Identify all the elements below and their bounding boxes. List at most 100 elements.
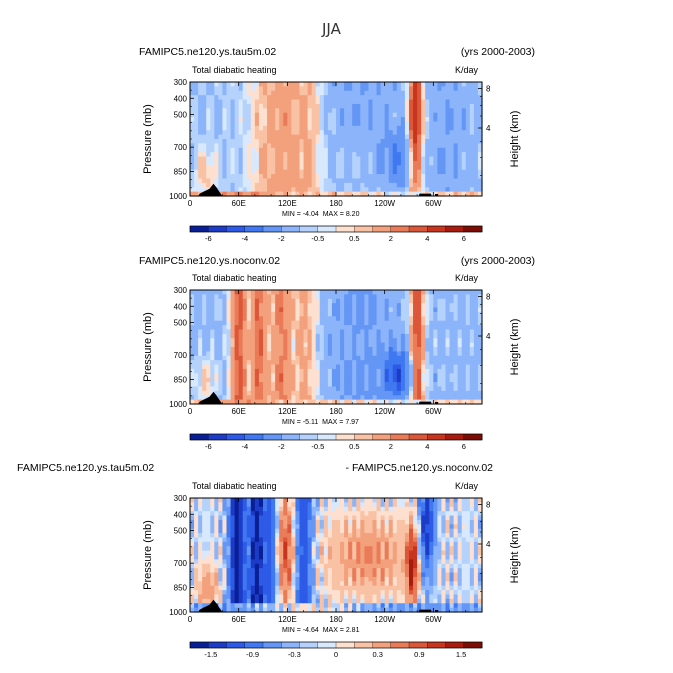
heatmap-cell — [364, 364, 370, 370]
heatmap-cell — [376, 156, 382, 162]
heatmap-cell — [267, 368, 272, 374]
heatmap-cell — [421, 156, 426, 162]
heatmap-cell — [226, 187, 232, 193]
heatmap-cell — [202, 178, 207, 184]
heatmap-cell — [222, 576, 228, 582]
heatmap-cell — [250, 191, 256, 197]
heatmap-cell — [413, 174, 418, 180]
heatmap-cell — [421, 338, 426, 344]
heatmap-cell — [477, 117, 483, 123]
heatmap-cell — [275, 90, 280, 96]
heatmap-cell — [417, 329, 422, 335]
heatmap-cell — [275, 165, 280, 171]
heatmap-cell — [469, 307, 475, 313]
heatmap-cell — [267, 298, 272, 304]
heatmap-cell — [222, 103, 228, 109]
heatmap-cell — [465, 152, 471, 158]
heatmap-cell — [242, 320, 248, 326]
heatmap-cell — [226, 311, 232, 317]
heatmap-cell — [198, 320, 203, 326]
heatmap-cell — [230, 390, 236, 396]
heatmap-cell — [404, 191, 410, 197]
heatmap-cell — [429, 178, 434, 184]
heatmap-cell — [437, 303, 443, 309]
heatmap-cell — [246, 572, 252, 578]
heatmap-cell — [319, 598, 325, 604]
heatmap-cell — [457, 191, 463, 197]
heatmap-cell — [258, 174, 264, 180]
heatmap-cell — [267, 325, 272, 331]
heatmap-cell — [413, 187, 418, 193]
heatmap-cell — [319, 581, 325, 587]
heatmap-cell — [299, 386, 305, 392]
heatmap-cell — [234, 590, 240, 596]
heatmap-cell — [226, 568, 232, 574]
heatmap-cell — [202, 147, 207, 153]
heatmap-cell — [307, 303, 313, 309]
heatmap-cell — [396, 382, 402, 388]
heatmap-cell — [202, 294, 207, 300]
heatmap-cell — [198, 152, 203, 158]
heatmap-cell — [400, 139, 406, 144]
heatmap-cell — [291, 147, 297, 153]
heatmap-cell — [226, 95, 232, 101]
heatmap-cell — [287, 550, 292, 556]
heatmap-cell — [250, 506, 256, 512]
heatmap-cell — [226, 303, 232, 309]
heatmap-cell — [250, 143, 256, 149]
heatmap-cell — [307, 546, 313, 552]
heatmap-cell — [461, 178, 467, 184]
heatmap-cell — [372, 130, 378, 136]
heatmap-cell — [234, 594, 240, 600]
heatmap-cell — [222, 325, 228, 331]
heatmap-cell — [376, 311, 382, 317]
heatmap-cell — [453, 130, 459, 136]
heatmap-cell — [194, 347, 199, 352]
heatmap-cell — [190, 351, 195, 357]
heatmap-cell — [404, 103, 410, 109]
heatmap-cell — [295, 169, 301, 175]
heatmap-cell — [214, 368, 219, 374]
heatmap-cell — [331, 103, 337, 109]
heatmap-cell — [311, 368, 317, 374]
heatmap-cell — [445, 333, 451, 339]
heatmap-cell — [392, 329, 398, 335]
heatmap-cell — [461, 316, 467, 322]
heatmap-cell — [449, 311, 455, 317]
heatmap-cell — [238, 320, 244, 326]
heatmap-cell — [348, 386, 353, 392]
heatmap-cell — [283, 395, 288, 401]
heatmap-cell — [417, 382, 422, 388]
heatmap-cell — [267, 294, 272, 300]
heatmap-cell — [437, 178, 443, 184]
heatmap-cell — [465, 355, 471, 361]
heatmap-cell — [384, 139, 390, 144]
heatmap-cell — [473, 117, 479, 123]
heatmap-cell — [202, 103, 207, 109]
heatmap-cell — [303, 524, 309, 530]
heatmap-cell — [254, 160, 260, 166]
heatmap-cell — [271, 537, 276, 543]
heatmap-cell — [263, 134, 268, 140]
heatmap-cell — [336, 316, 341, 322]
heatmap-cell — [409, 311, 414, 317]
heatmap-cell — [202, 541, 207, 547]
heatmap-cell — [271, 99, 276, 105]
heatmap-cell — [246, 134, 252, 140]
heatmap-cell — [311, 382, 317, 388]
heatmap-cell — [461, 191, 467, 197]
heatmap-cell — [315, 585, 321, 591]
heatmap-cell — [190, 103, 195, 109]
colorbar-label: 0.5 — [349, 234, 359, 243]
heatmap-cell — [206, 576, 211, 582]
heatmap-cell — [413, 303, 418, 309]
x-tick-label: 0 — [188, 199, 193, 208]
heatmap-cell — [331, 178, 337, 184]
heatmap-cell — [348, 108, 353, 114]
heatmap-cell — [384, 165, 390, 171]
heatmap-cell — [295, 519, 301, 525]
heatmap-cell — [258, 342, 264, 348]
heatmap-cell — [392, 182, 398, 188]
colorbar-frame — [189, 225, 483, 233]
heatmap-cell — [194, 585, 199, 591]
